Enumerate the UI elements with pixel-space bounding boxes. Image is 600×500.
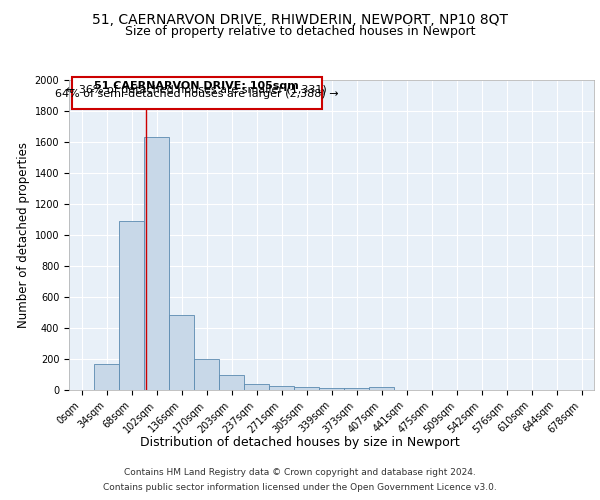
Text: 51, CAERNARVON DRIVE, RHIWDERIN, NEWPORT, NP10 8QT: 51, CAERNARVON DRIVE, RHIWDERIN, NEWPORT… <box>92 12 508 26</box>
Y-axis label: Number of detached properties: Number of detached properties <box>17 142 31 328</box>
Bar <box>219 374 244 390</box>
Text: Size of property relative to detached houses in Newport: Size of property relative to detached ho… <box>125 25 475 38</box>
Bar <box>294 387 319 390</box>
FancyBboxPatch shape <box>71 77 322 110</box>
Bar <box>119 221 144 390</box>
Bar <box>369 387 394 390</box>
Text: Contains public sector information licensed under the Open Government Licence v3: Contains public sector information licen… <box>103 483 497 492</box>
Text: 51 CAERNARVON DRIVE: 105sqm: 51 CAERNARVON DRIVE: 105sqm <box>94 81 299 91</box>
Text: ← 36% of detached houses are smaller (1,331): ← 36% of detached houses are smaller (1,… <box>66 84 327 94</box>
Bar <box>344 388 369 390</box>
Bar <box>319 388 344 390</box>
Text: Distribution of detached houses by size in Newport: Distribution of detached houses by size … <box>140 436 460 449</box>
Text: Contains HM Land Registry data © Crown copyright and database right 2024.: Contains HM Land Registry data © Crown c… <box>124 468 476 477</box>
Bar <box>144 138 169 390</box>
Bar <box>244 384 269 390</box>
Bar <box>94 364 119 390</box>
Bar <box>269 386 294 390</box>
Text: 64% of semi-detached houses are larger (2,388) →: 64% of semi-detached houses are larger (… <box>55 88 338 99</box>
Bar <box>169 315 194 390</box>
Bar <box>194 359 219 390</box>
